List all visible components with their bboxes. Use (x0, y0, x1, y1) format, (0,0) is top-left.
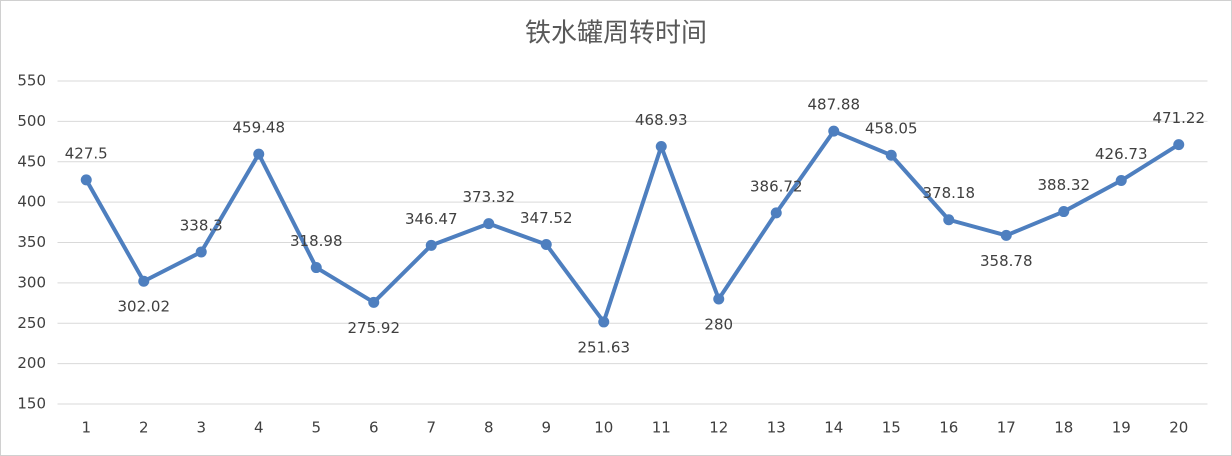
data-label: 275.92 (348, 319, 401, 337)
x-tick-label: 18 (1054, 419, 1073, 437)
x-tick-label: 9 (541, 419, 551, 437)
data-label: 471.22 (1153, 109, 1206, 127)
x-tick-label: 17 (997, 419, 1016, 437)
data-point (483, 218, 495, 230)
data-label: 386.72 (750, 177, 803, 195)
data-point (1058, 206, 1070, 218)
x-tick-label: 3 (196, 419, 206, 437)
x-tick-label: 19 (1112, 419, 1131, 437)
data-label: 302.02 (118, 298, 171, 316)
data-point (138, 275, 150, 287)
chart-title: 铁水罐周转时间 (525, 19, 707, 49)
data-point (253, 148, 265, 160)
x-tick-label: 13 (767, 419, 786, 437)
data-point (713, 293, 725, 305)
data-point (80, 174, 92, 186)
data-label: 338.3 (180, 216, 223, 234)
y-tick-label: 250 (17, 314, 46, 332)
data-label: 358.78 (980, 252, 1033, 270)
data-point (310, 262, 322, 274)
data-label: 468.93 (635, 111, 688, 129)
series-line (84, 129, 1180, 324)
x-tick-label: 16 (939, 419, 958, 437)
data-point (1173, 139, 1185, 151)
data-label: 426.73 (1095, 145, 1148, 163)
data-point (655, 140, 667, 152)
data-point (598, 316, 610, 328)
data-point (1115, 175, 1127, 187)
data-point (195, 246, 207, 258)
data-point (943, 214, 955, 226)
data-point (368, 296, 380, 308)
y-tick-label: 350 (17, 233, 46, 251)
x-tick-label: 6 (369, 419, 379, 437)
x-tick-label: 15 (882, 419, 901, 437)
x-tick-label: 14 (824, 419, 843, 437)
y-tick-label: 200 (17, 354, 46, 372)
y-tick-label: 550 (17, 72, 46, 90)
x-tick-label: 8 (484, 419, 494, 437)
x-tick-label: 11 (652, 419, 671, 437)
y-tick-label: 400 (17, 193, 46, 211)
data-label: 280 (704, 316, 733, 334)
data-label: 251.63 (578, 338, 631, 356)
x-tick-label: 20 (1169, 419, 1188, 437)
x-tick-label: 1 (81, 419, 91, 437)
x-tick-label: 10 (594, 419, 613, 437)
x-tick-label: 5 (311, 419, 321, 437)
data-label: 388.32 (1038, 176, 1091, 194)
data-point (770, 207, 782, 219)
data-label: 459.48 (233, 119, 286, 137)
y-tick-label: 150 (17, 395, 46, 413)
data-point (540, 239, 552, 251)
data-label: 373.32 (463, 188, 516, 206)
data-label: 347.52 (520, 209, 573, 227)
x-tick-label: 7 (426, 419, 436, 437)
data-point (828, 125, 840, 137)
x-tick-label: 4 (254, 419, 264, 437)
data-label: 427.5 (65, 144, 108, 162)
x-tick-label: 2 (139, 419, 149, 437)
y-tick-label: 500 (17, 112, 46, 130)
data-label: 378.18 (923, 184, 976, 202)
data-label: 318.98 (290, 232, 343, 250)
x-tick-label: 12 (709, 419, 728, 437)
data-point (885, 149, 897, 161)
data-label: 346.47 (405, 210, 458, 228)
y-tick-label: 300 (17, 273, 46, 291)
data-point (1000, 229, 1012, 241)
data-label: 458.05 (865, 120, 918, 138)
data-label: 487.88 (808, 96, 861, 114)
data-point (425, 239, 437, 251)
y-tick-label: 450 (17, 152, 46, 170)
